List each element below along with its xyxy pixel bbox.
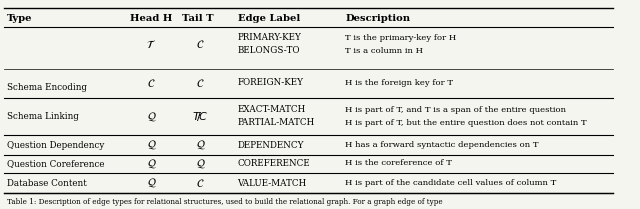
- Text: Head H: Head H: [130, 14, 172, 23]
- Text: T is the primary-key for H: T is the primary-key for H: [345, 33, 456, 42]
- Text: $\mathcal{Q}$: $\mathcal{Q}$: [147, 110, 156, 123]
- Text: $\mathcal{Q}$: $\mathcal{Q}$: [147, 177, 156, 189]
- Text: $\mathcal{Q}$: $\mathcal{Q}$: [196, 157, 205, 169]
- Text: H is the coreference of T: H is the coreference of T: [345, 159, 452, 167]
- Text: Tail T: Tail T: [182, 14, 214, 23]
- Text: Question Dependency: Question Dependency: [7, 141, 104, 150]
- Text: Table 1: Description of edge types for relational structures, used to build the : Table 1: Description of edge types for r…: [7, 198, 442, 206]
- Text: H is the foreign key for T: H is the foreign key for T: [345, 79, 453, 87]
- Text: H is part of T, and T is a span of the entire question: H is part of T, and T is a span of the e…: [345, 106, 566, 114]
- Text: $\mathcal{C}$: $\mathcal{C}$: [196, 77, 205, 89]
- Text: $\mathcal{C}$: $\mathcal{C}$: [147, 77, 156, 89]
- Text: PARTIAL-MATCH: PARTIAL-MATCH: [237, 118, 315, 127]
- Text: $\mathcal{C}$: $\mathcal{C}$: [196, 38, 205, 50]
- Text: $\mathit{T\!/\!C}$: $\mathit{T\!/\!C}$: [192, 110, 209, 123]
- Text: $\mathcal{Q}$: $\mathcal{Q}$: [147, 157, 156, 169]
- Text: H is part of the candidate cell values of column T: H is part of the candidate cell values o…: [345, 179, 556, 187]
- Text: BELONGS-TO: BELONGS-TO: [237, 46, 300, 55]
- Text: EXACT-MATCH: EXACT-MATCH: [237, 105, 306, 114]
- Text: PRIMARY-KEY: PRIMARY-KEY: [237, 33, 301, 42]
- Text: H is part of T, but the entire question does not contain T: H is part of T, but the entire question …: [345, 119, 587, 127]
- Text: H has a forward syntactic dependencies on T: H has a forward syntactic dependencies o…: [345, 141, 539, 149]
- Text: Question Coreference: Question Coreference: [7, 159, 104, 168]
- Text: T is a column in H: T is a column in H: [345, 47, 423, 55]
- Text: Type: Type: [7, 14, 33, 23]
- Text: Description: Description: [345, 14, 410, 23]
- Text: $\mathcal{C}$: $\mathcal{C}$: [196, 177, 205, 189]
- Text: Edge Label: Edge Label: [237, 14, 300, 23]
- Text: $\mathcal{T}$: $\mathcal{T}$: [147, 38, 157, 50]
- Text: VALUE-MATCH: VALUE-MATCH: [237, 178, 307, 187]
- Text: $\mathcal{Q}$: $\mathcal{Q}$: [147, 139, 156, 152]
- Text: Database Content: Database Content: [7, 178, 86, 187]
- Text: Schema Encoding: Schema Encoding: [7, 83, 87, 92]
- Text: $\mathcal{Q}$: $\mathcal{Q}$: [196, 139, 205, 152]
- Text: DEPENDENCY: DEPENDENCY: [237, 141, 304, 150]
- Text: COREFERENCE: COREFERENCE: [237, 159, 310, 168]
- Text: FOREIGN-KEY: FOREIGN-KEY: [237, 78, 303, 87]
- Text: Schema Linking: Schema Linking: [7, 112, 79, 121]
